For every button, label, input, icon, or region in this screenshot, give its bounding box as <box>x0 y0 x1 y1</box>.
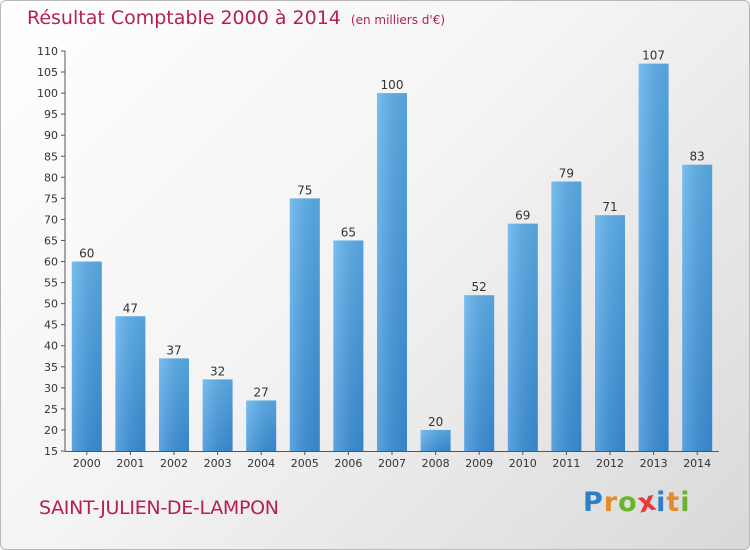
bar-shade <box>464 295 495 451</box>
y-tick-label: 45 <box>44 319 58 332</box>
x-tick-label: 2012 <box>596 457 624 470</box>
y-tick-label: 35 <box>44 361 58 374</box>
bar-shade <box>551 181 582 452</box>
y-tick-label: 20 <box>44 424 58 437</box>
bar-shade <box>507 223 538 451</box>
logo-letter: i <box>680 487 691 518</box>
y-tick-label: 110 <box>37 45 58 58</box>
bar-value-label: 65 <box>341 225 356 239</box>
bar-shade <box>638 63 669 451</box>
bar-value-label: 20 <box>428 415 443 429</box>
x-tick-label: 2013 <box>640 457 668 470</box>
bar-shade <box>115 316 146 451</box>
bar-shade <box>202 379 233 451</box>
x-tick-label: 2003 <box>204 457 232 470</box>
chart-title: Résultat Comptable 2000 à 2014 (en millie… <box>27 7 445 29</box>
y-tick-label: 80 <box>44 171 58 184</box>
y-tick-label: 100 <box>37 87 58 100</box>
bar-value-label: 100 <box>381 78 404 92</box>
chart-subtitle: (en milliers d'€) <box>350 13 446 27</box>
proxiti-logo: Proxiti <box>583 485 691 519</box>
bar-shade <box>377 93 407 452</box>
y-tick-label: 95 <box>44 108 58 121</box>
bar-value-label: 27 <box>254 385 269 399</box>
bar-value-label: 71 <box>602 200 617 214</box>
y-tick-label: 60 <box>44 256 58 269</box>
x-tick-label: 2010 <box>509 457 537 470</box>
y-tick-label: 70 <box>44 213 58 226</box>
bar-shade <box>682 164 713 451</box>
bar-shade <box>289 198 320 451</box>
bar-shade <box>595 215 625 451</box>
bar-value-label: 52 <box>472 280 487 294</box>
bar-shade <box>159 358 189 451</box>
x-tick-label: 2007 <box>378 457 406 470</box>
bar-value-label: 37 <box>166 343 181 357</box>
y-tick-label: 75 <box>44 192 58 205</box>
bar-value-label: 107 <box>642 49 665 63</box>
y-tick-label: 65 <box>44 234 58 247</box>
bar-value-label: 69 <box>515 209 530 223</box>
x-tick-label: 2011 <box>552 457 580 470</box>
y-tick-label: 30 <box>44 382 58 395</box>
logo-letter: o <box>618 487 638 518</box>
bar-shade <box>71 261 102 451</box>
y-tick-label: 55 <box>44 277 58 290</box>
y-tick-label: 85 <box>44 150 58 163</box>
x-tick-label: 2008 <box>422 457 450 470</box>
x-tick-label: 2004 <box>247 457 275 470</box>
logo-letter: r <box>603 487 619 518</box>
y-tick-label: 105 <box>37 66 58 79</box>
x-tick-label: 2002 <box>160 457 188 470</box>
logo-letter: t <box>666 487 681 518</box>
y-tick-label: 40 <box>44 340 58 353</box>
y-tick-label: 50 <box>44 298 58 311</box>
bar-shade <box>420 429 451 451</box>
bar-value-label: 79 <box>559 167 574 181</box>
y-tick-label: 90 <box>44 129 58 142</box>
bar-value-label: 75 <box>297 183 312 197</box>
x-tick-label: 2005 <box>291 457 319 470</box>
logo-letter: i <box>656 487 667 518</box>
bar-value-label: 83 <box>690 150 705 164</box>
x-tick-label: 2006 <box>334 457 362 470</box>
bar-value-label: 47 <box>123 301 138 315</box>
title-text: Résultat Comptable 2000 à 2014 <box>27 7 341 29</box>
y-tick-label: 15 <box>44 445 58 458</box>
x-tick-label: 2009 <box>465 457 493 470</box>
x-tick-label: 2014 <box>683 457 711 470</box>
commune-name: SAINT-JULIEN-DE-LAMPON <box>39 497 279 519</box>
bar-shade <box>246 400 277 451</box>
x-tick-label: 2000 <box>73 457 101 470</box>
bar-value-label: 60 <box>79 247 94 261</box>
logo-letter: P <box>583 487 604 518</box>
bar-shade <box>333 240 364 451</box>
x-tick-label: 2001 <box>116 457 144 470</box>
y-tick-label: 25 <box>44 403 58 416</box>
bar-value-label: 32 <box>210 364 225 378</box>
